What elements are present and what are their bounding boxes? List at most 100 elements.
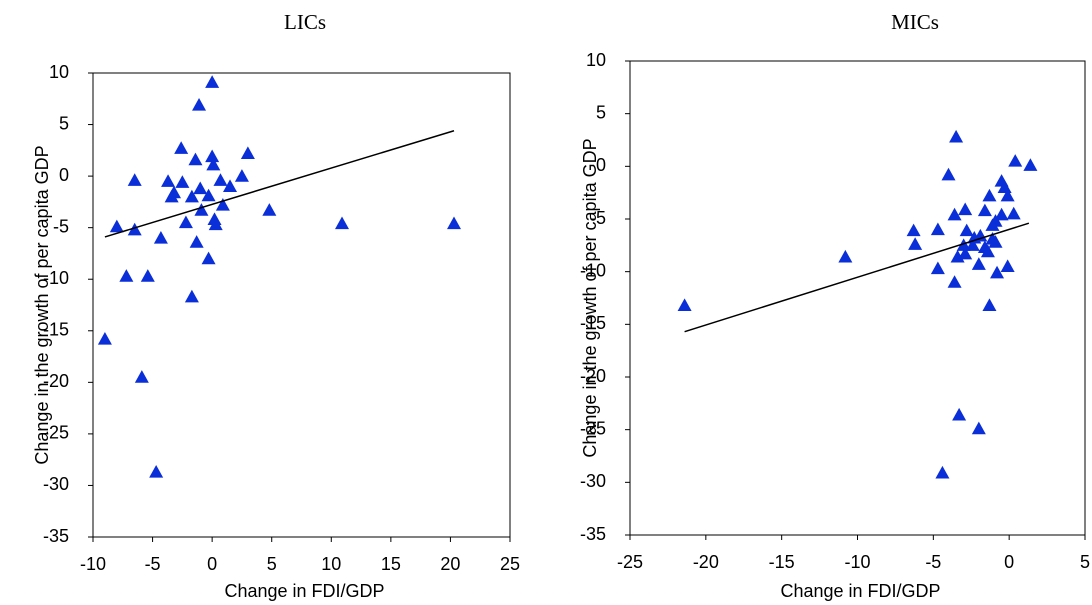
scatter-point [234, 169, 249, 182]
scatter-point [215, 197, 230, 211]
scatter-point [134, 370, 149, 383]
trend-line [104, 130, 455, 238]
scatter-point [980, 244, 995, 258]
y-tick-label: 0 [59, 165, 69, 185]
y-tick-label: 0 [596, 155, 606, 175]
x-tick-label: 10 [321, 554, 341, 574]
y-tick-label: -20 [580, 366, 606, 386]
scatter-point [935, 465, 950, 479]
scatter-point [967, 230, 982, 244]
x-tick-label: -5 [145, 554, 161, 574]
scatter-point [447, 216, 462, 230]
scatter-point [838, 249, 853, 263]
scatter-point [958, 246, 973, 260]
y-tick-label: -25 [580, 418, 606, 438]
scatter-point [193, 181, 208, 195]
scatter-point [127, 222, 142, 236]
scatter-point [175, 175, 190, 188]
x-tick-label: -25 [617, 552, 643, 572]
scatter-point [1000, 259, 1015, 272]
scatter-point [188, 152, 203, 166]
x-tick-label: -20 [693, 552, 719, 572]
scatter-point [941, 167, 956, 181]
scatter-point [262, 203, 277, 216]
scatter-point [240, 146, 255, 160]
scatter-point [971, 257, 986, 270]
scatter-point [335, 216, 350, 230]
scatter-point [192, 97, 207, 111]
scatter-point [205, 149, 220, 163]
x-tick-label: 0 [1004, 552, 1014, 572]
y-tick-label: -5 [53, 216, 69, 236]
scatter-point [208, 217, 223, 231]
y-tick-label: -30 [43, 474, 69, 494]
chart-title: LICs [284, 10, 326, 34]
scatter-point [971, 421, 986, 435]
y-tick-label: -10 [580, 260, 606, 280]
scatter-point [949, 129, 964, 143]
x-tick-label: 25 [500, 554, 520, 574]
scatter-point [988, 235, 1003, 248]
x-tick-label: -10 [80, 554, 106, 574]
scatter-point [1008, 154, 1023, 167]
scatter-point [194, 203, 209, 216]
scatter-point [213, 173, 228, 186]
scatter-point [950, 249, 965, 263]
scatter-point [206, 157, 221, 171]
scatter-point [1023, 158, 1038, 171]
scatter-point [149, 465, 164, 478]
scatter-point [908, 237, 923, 250]
scatter-point [930, 261, 945, 275]
chart-title: MICs [891, 10, 939, 34]
scatter-point [1006, 206, 1021, 220]
scatter-point [184, 189, 199, 203]
scatter-point [977, 203, 992, 217]
scatter-point [161, 174, 176, 187]
scatter-point [947, 207, 962, 221]
y-axis-label: Change in the growth of per capita GDP [580, 138, 600, 458]
scatter-point [956, 238, 971, 251]
x-tick-label: 5 [267, 554, 277, 574]
scatter-point [959, 223, 974, 237]
scatter-point [174, 141, 189, 154]
scatter-point [201, 251, 216, 265]
scatter-point [982, 188, 997, 202]
scatter-point [127, 173, 142, 186]
x-tick-label: -5 [925, 552, 941, 572]
scatter-point [153, 230, 168, 244]
scatter-point [1000, 188, 1015, 202]
x-tick-label: 5 [1080, 552, 1090, 572]
y-tick-label: 5 [596, 102, 606, 122]
y-tick-label: -20 [43, 371, 69, 391]
scatter-point [990, 265, 1005, 279]
scatter-point [677, 298, 692, 311]
x-tick-label: 0 [207, 554, 217, 574]
y-tick-label: -10 [43, 268, 69, 288]
y-tick-label: -25 [43, 423, 69, 443]
scatter-point [947, 275, 962, 288]
y-axis-label: Change in the growth of per capita GDP [32, 145, 52, 465]
scatter-point [201, 188, 216, 202]
y-tick-label: -15 [43, 320, 69, 340]
scatter-point [958, 202, 973, 216]
y-tick-label: -15 [580, 313, 606, 333]
scatter-point [164, 189, 179, 203]
trend-line [684, 222, 1030, 333]
y-tick-label: -30 [580, 471, 606, 491]
x-axis-label: Change in FDI/GDP [224, 581, 384, 601]
y-tick-label: -5 [590, 208, 606, 228]
scatter-point [982, 298, 997, 311]
y-tick-label: -35 [43, 526, 69, 546]
scatter-point [952, 407, 967, 421]
x-tick-label: -10 [844, 552, 870, 572]
scatter-point [985, 218, 1000, 231]
x-tick-label: -15 [769, 552, 795, 572]
scatter-point [189, 235, 204, 248]
scatter-point [119, 269, 134, 282]
x-tick-label: 15 [381, 554, 401, 574]
scatter-point [140, 269, 155, 282]
x-axis-label: Change in FDI/GDP [780, 581, 940, 601]
y-tick-label: 10 [586, 50, 606, 70]
